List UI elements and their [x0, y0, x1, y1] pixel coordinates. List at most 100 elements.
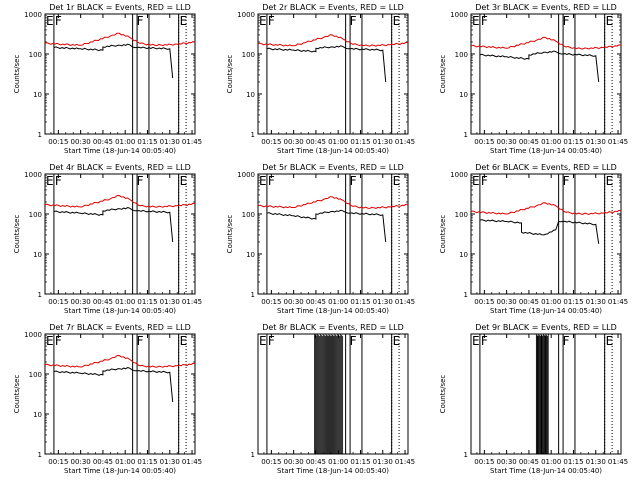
x-tick-label: 00:45	[306, 298, 326, 306]
x-tick-label: 01:15	[350, 138, 370, 146]
x-axis-label: Start Time (18-Jun-14 00:05:40)	[490, 307, 602, 315]
panel-title: Det 5r BLACK = Events, RED = LLD	[262, 163, 404, 172]
plot-frame	[44, 333, 196, 455]
x-tick-label: 01:00	[541, 138, 561, 146]
y-tick-label: 1000	[237, 11, 255, 19]
x-tick-label: 01:30	[160, 138, 180, 146]
x-tick-label: 00:45	[519, 138, 539, 146]
x-tick-label: 01:00	[328, 458, 348, 466]
y-tick-label: 1	[464, 291, 468, 299]
y-tick-label: 100	[455, 211, 468, 219]
marker-f: F	[137, 174, 144, 188]
marker-e: E	[46, 334, 54, 348]
x-tick-label: 01:45	[608, 298, 628, 306]
x-tick-label: 01:30	[586, 138, 606, 146]
x-tick-label: 01:30	[586, 298, 606, 306]
x-tick-label: 00:30	[497, 458, 517, 466]
x-tick-label: 00:45	[93, 458, 113, 466]
x-tick-label: 01:45	[395, 458, 415, 466]
x-tick-label: 00:30	[284, 138, 304, 146]
x-tick-label: 01:45	[182, 138, 202, 146]
x-tick-label: 01:30	[373, 458, 393, 466]
x-axis-label: Start Time (18-Jun-14 00:05:40)	[277, 467, 389, 475]
marker-f: F	[137, 14, 144, 28]
events-series-line	[53, 43, 174, 79]
x-tick-label: 00:15	[261, 298, 281, 306]
x-tick-label: 01:15	[137, 298, 157, 306]
x-tick-label: 01:15	[563, 298, 583, 306]
y-tick-label: 1000	[24, 171, 42, 179]
marker-e: E	[472, 334, 480, 348]
x-tick-label: 00:15	[261, 138, 281, 146]
x-tick-label: 01:45	[395, 138, 415, 146]
marker-f: F	[350, 174, 357, 188]
plot-frame	[44, 13, 196, 135]
x-axis-label: Start Time (18-Jun-14 00:05:40)	[490, 147, 602, 155]
x-tick-label: 00:30	[71, 458, 91, 466]
y-tick-label: 1000	[24, 331, 42, 339]
y-tick-label: 100	[29, 211, 42, 219]
lld-series-line	[257, 34, 409, 47]
y-tick-label: 100	[455, 51, 468, 59]
y-axis-label: Counts/sec	[439, 375, 447, 414]
marker-e: E	[46, 14, 54, 28]
x-tick-label: 00:15	[474, 458, 494, 466]
panel-title: Det 2r BLACK = Events, RED = LLD	[262, 3, 404, 12]
marker-f: F	[268, 14, 275, 28]
marker-e: E	[393, 14, 401, 28]
y-tick-label: 10	[246, 251, 255, 259]
panel-title: Det 6r BLACK = Events, RED = LLD	[475, 163, 617, 172]
events-series-line	[266, 45, 387, 83]
y-axis-label: Counts/sec	[226, 55, 234, 94]
x-axis-label: Start Time (18-Jun-14 00:05:40)	[64, 307, 176, 315]
events-series-line	[266, 209, 387, 243]
x-tick-label: 01:00	[541, 298, 561, 306]
panel-title: Det 7r BLACK = Events, RED = LLD	[49, 323, 191, 332]
x-tick-label: 00:45	[93, 298, 113, 306]
x-tick-label: 01:45	[182, 298, 202, 306]
y-tick-label: 1	[464, 131, 468, 139]
plot-frame	[44, 173, 196, 295]
y-tick-label: 1	[251, 131, 255, 139]
y-tick-label: 1	[251, 291, 255, 299]
y-tick-label: 100	[29, 371, 42, 379]
y-tick-label: 1	[38, 451, 42, 459]
y-axis-label: Counts/sec	[13, 375, 21, 414]
y-tick-label: 1	[38, 131, 42, 139]
marker-f: F	[55, 334, 62, 348]
marker-e: E	[259, 14, 267, 28]
x-axis-label: Start Time (18-Jun-14 00:05:40)	[490, 467, 602, 475]
y-axis-label: Counts/sec	[439, 55, 447, 94]
marker-f: F	[55, 174, 62, 188]
events-series-line	[53, 367, 174, 403]
marker-e: E	[180, 334, 188, 348]
marker-e: E	[259, 334, 267, 348]
x-tick-label: 01:00	[115, 458, 135, 466]
events-series-line	[479, 50, 600, 83]
y-tick-label: 100	[242, 51, 255, 59]
y-axis-label: Counts/sec	[13, 215, 21, 254]
marker-f: F	[55, 14, 62, 28]
panel-title: Det 4r BLACK = Events, RED = LLD	[49, 163, 191, 172]
plot-frame	[257, 13, 409, 135]
marker-e: E	[46, 174, 54, 188]
marker-f: F	[268, 334, 275, 348]
x-tick-label: 00:45	[519, 298, 539, 306]
x-tick-label: 00:15	[261, 458, 281, 466]
x-tick-label: 01:00	[115, 138, 135, 146]
x-tick-label: 01:30	[160, 298, 180, 306]
marker-e: E	[606, 174, 614, 188]
panel-title: Det 3r BLACK = Events, RED = LLD	[475, 3, 617, 12]
marker-f: F	[481, 14, 488, 28]
x-tick-label: 00:30	[284, 298, 304, 306]
y-tick-label: 1	[464, 451, 468, 459]
y-tick-label: 1	[38, 291, 42, 299]
x-tick-label: 00:45	[519, 458, 539, 466]
x-tick-label: 00:30	[71, 138, 91, 146]
y-tick-label: 1000	[24, 11, 42, 19]
marker-e: E	[180, 14, 188, 28]
x-tick-label: 01:15	[563, 458, 583, 466]
y-axis-label: Counts/sec	[13, 55, 21, 94]
x-axis-label: Start Time (18-Jun-14 00:05:40)	[277, 147, 389, 155]
